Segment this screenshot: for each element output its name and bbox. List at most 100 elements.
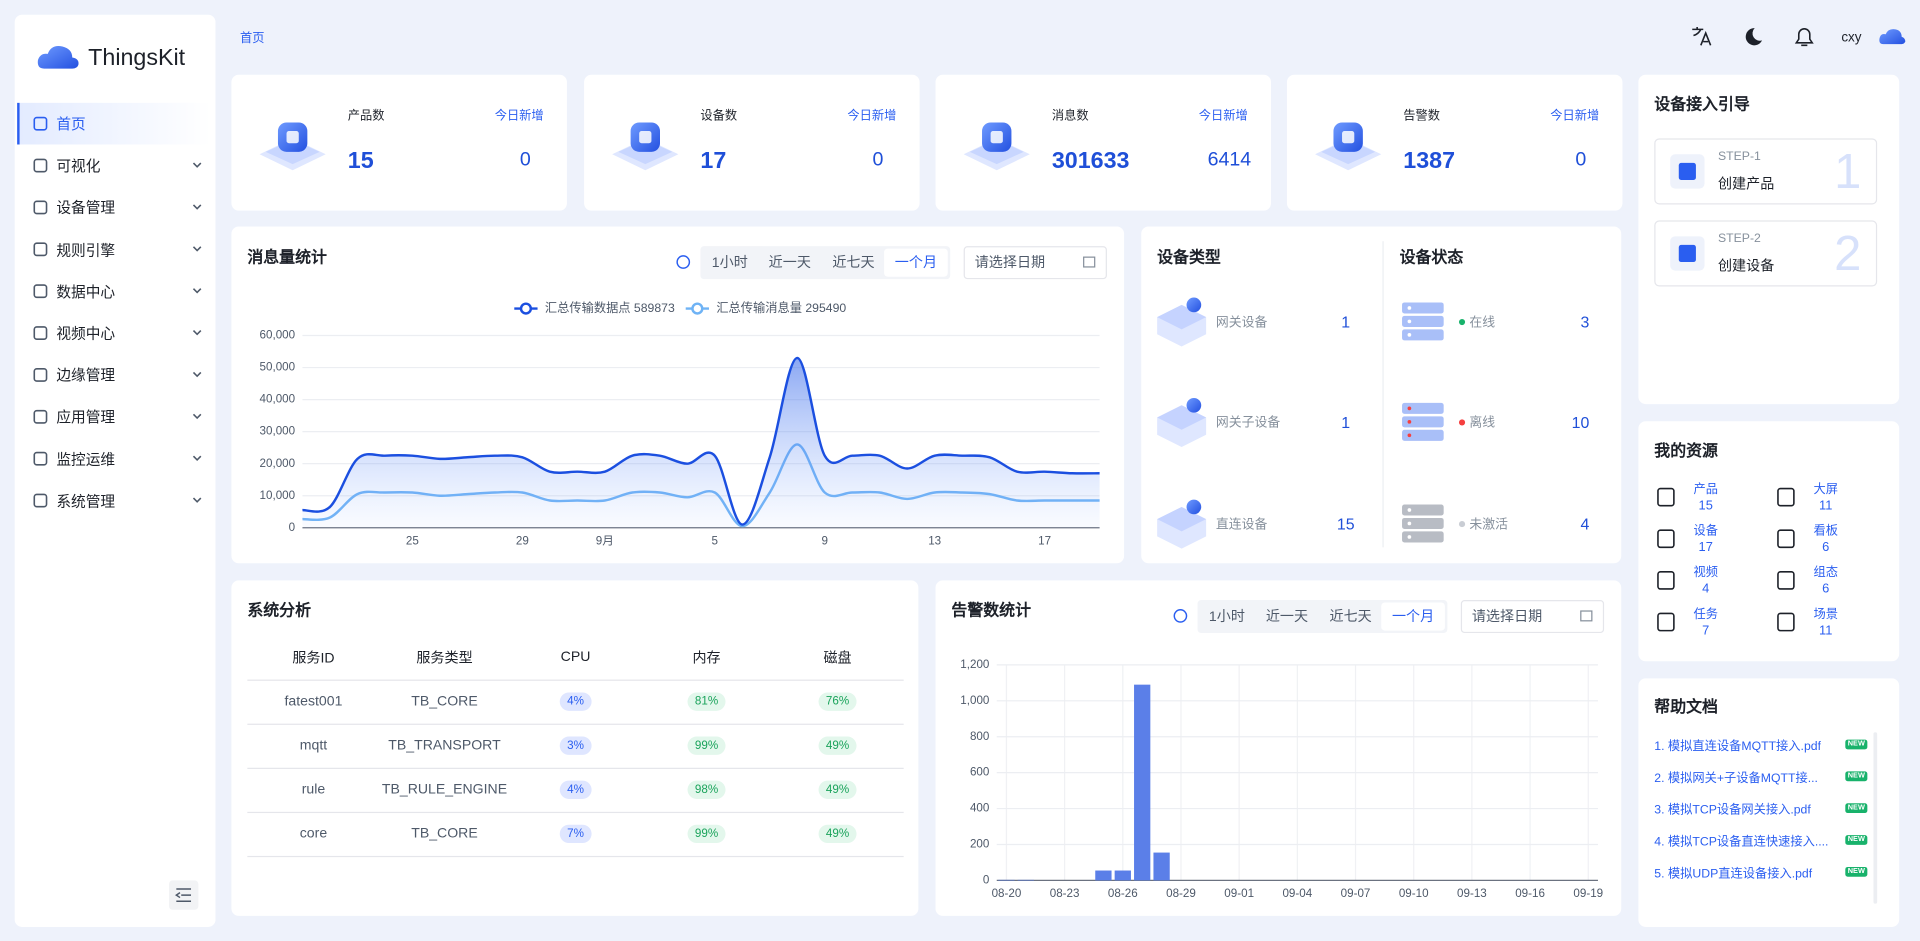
- menu-item[interactable]: 首页: [56, 115, 86, 133]
- range-button[interactable]: 近七天: [832, 255, 875, 271]
- range-button[interactable]: 一个月: [1391, 609, 1435, 625]
- help-doc-link[interactable]: 5. 模拟UDP直连设备接入.pdf: [1654, 867, 1813, 882]
- table-cell: fatest001: [284, 694, 343, 709]
- date-picker[interactable]: [1460, 600, 1605, 634]
- translate-icon: [1692, 26, 1712, 46]
- menu-item[interactable]: 规则引擎: [56, 241, 116, 259]
- resource-label[interactable]: 任务: [1693, 607, 1718, 622]
- breadcrumb[interactable]: 首页: [240, 32, 265, 46]
- range-button[interactable]: 近一天: [768, 255, 811, 271]
- stat-value: 1387: [1403, 148, 1456, 174]
- menu-item[interactable]: 系统管理: [56, 492, 116, 510]
- stat-today-label: 今日新增: [494, 109, 544, 124]
- row-divider: [247, 679, 904, 681]
- row-divider: [247, 855, 904, 858]
- help-doc-link[interactable]: 2. 模拟网关+子设备MQTT接...: [1654, 772, 1818, 786]
- chart-title: 消息量统计: [247, 247, 327, 267]
- menu-item[interactable]: 可视化: [56, 157, 101, 175]
- table-header: 服务ID: [292, 651, 335, 667]
- step-name: 创建产品: [1717, 177, 1775, 193]
- date-picker[interactable]: [963, 246, 1107, 280]
- chart-title: 告警数统计: [951, 600, 1032, 619]
- stat-label: 告警数: [1403, 109, 1441, 124]
- range-button[interactable]: 1小时: [1208, 609, 1245, 625]
- table-cell: mqtt: [299, 738, 328, 754]
- usage-badge: 99%: [687, 824, 726, 844]
- help-scrollbar: [1873, 732, 1878, 904]
- table-cell: TB_CORE: [411, 826, 478, 842]
- menu-item[interactable]: 设备管理: [56, 199, 116, 217]
- menu-item[interactable]: 数据中心: [56, 283, 116, 301]
- avatar: [1879, 29, 1906, 45]
- usage-badge: 49%: [818, 824, 857, 844]
- range-button[interactable]: 近七天: [1329, 609, 1372, 625]
- new-badge: NEW: [1845, 835, 1868, 845]
- resources-card: [1638, 421, 1900, 662]
- stat-today: 6414: [1207, 149, 1252, 171]
- usage-badge: 76%: [818, 692, 857, 711]
- bell-icon: [1794, 28, 1814, 47]
- menu-item[interactable]: 应用管理: [56, 408, 116, 426]
- row-divider: [247, 811, 904, 814]
- resource-label[interactable]: 看板: [1813, 524, 1838, 539]
- stat-card: [935, 74, 1272, 211]
- help-doc-link[interactable]: 3. 模拟TCP设备网关接入.pdf: [1654, 803, 1811, 818]
- date-placeholder: 请选择日期: [1471, 609, 1543, 625]
- resource-label[interactable]: 场景: [1813, 607, 1838, 622]
- usage-badge: 49%: [818, 736, 857, 755]
- stat-label: 产品数: [347, 109, 385, 124]
- resource-label[interactable]: 产品: [1693, 483, 1718, 497]
- range-button[interactable]: 1小时: [711, 255, 748, 271]
- user-name[interactable]: cxy: [1841, 30, 1862, 46]
- help-doc-link[interactable]: 1. 模拟直连设备MQTT接入.pdf: [1654, 740, 1821, 754]
- device-type-count: 1: [1341, 312, 1351, 332]
- new-badge: NEW: [1845, 866, 1868, 877]
- stat-card: [1286, 74, 1623, 211]
- section-title: 设备类型: [1157, 247, 1221, 267]
- row-divider: [247, 767, 904, 769]
- new-badge: NEW: [1845, 739, 1868, 750]
- sidebar: [14, 14, 216, 927]
- usage-badge: 4%: [559, 780, 592, 799]
- menu-item[interactable]: 边缘管理: [56, 366, 116, 385]
- device-divider: [1382, 241, 1384, 548]
- resource-count: 6: [1822, 540, 1830, 555]
- step-number: 2: [1834, 227, 1862, 282]
- step-name: 创建设备: [1717, 259, 1775, 275]
- section-title: 设备接入引导: [1654, 94, 1750, 114]
- usage-badge: 49%: [818, 780, 857, 799]
- device-type-label: 直连设备: [1215, 517, 1268, 533]
- resource-label[interactable]: 视频: [1693, 566, 1718, 580]
- usage-badge: 98%: [687, 780, 726, 799]
- section-title: 帮助文档: [1654, 697, 1718, 716]
- row-divider: [247, 723, 904, 725]
- new-badge: NEW: [1845, 771, 1868, 782]
- table-header: 内存: [692, 651, 721, 667]
- stat-today-label: 今日新增: [847, 109, 897, 124]
- resource-label[interactable]: 大屏: [1813, 483, 1838, 497]
- stat-today: 0: [872, 149, 884, 171]
- range-button[interactable]: 一个月: [894, 255, 938, 271]
- range-button[interactable]: 近一天: [1265, 609, 1309, 625]
- resource-label[interactable]: 组态: [1813, 566, 1838, 580]
- usage-badge: 99%: [687, 736, 726, 755]
- step-box[interactable]: [1654, 138, 1878, 205]
- menu-item[interactable]: 监控运维: [56, 450, 116, 468]
- device-status-label: 离线: [1469, 415, 1496, 431]
- table-cell: TB_RULE_ENGINE: [381, 782, 508, 798]
- help-card: [1638, 678, 1900, 927]
- usage-badge: 7%: [559, 824, 592, 844]
- resource-count: 15: [1698, 498, 1713, 514]
- section-title: 我的资源: [1654, 441, 1718, 460]
- menu-item[interactable]: 视频中心: [56, 325, 116, 343]
- resource-count: 4: [1702, 581, 1710, 597]
- help-doc-link[interactable]: 4. 模拟TCP设备直连快速接入....: [1654, 835, 1829, 850]
- step-box[interactable]: [1654, 220, 1878, 287]
- table-header: 服务类型: [416, 651, 473, 667]
- device-card: [1141, 226, 1622, 564]
- table-header: CPU: [560, 650, 591, 665]
- section-title: 系统分析: [247, 600, 312, 619]
- resource-label[interactable]: 设备: [1693, 524, 1718, 539]
- table-cell: rule: [301, 782, 326, 798]
